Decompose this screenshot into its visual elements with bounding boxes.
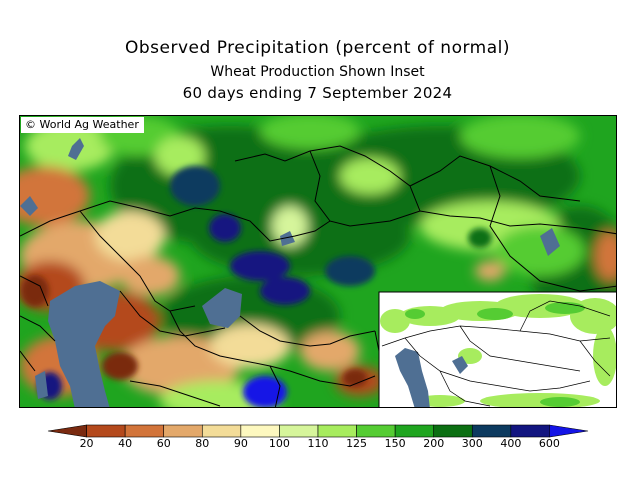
legend-bin: [510, 424, 550, 438]
legend-label: 80: [195, 437, 210, 450]
color-legend: [47, 424, 589, 438]
legend-bin: [201, 424, 242, 438]
legend-label: 125: [346, 437, 368, 450]
legend-bin: [471, 424, 512, 438]
credit-label: © World Ag Weather: [21, 117, 144, 133]
legend-bin: [317, 424, 357, 438]
legend-label: 90: [233, 437, 248, 450]
legend-bin: [433, 424, 473, 438]
map-title: Observed Precipitation (percent of norma…: [125, 38, 510, 58]
lake-north: [68, 138, 84, 160]
caspian-sea: [48, 281, 120, 407]
legend-bin: [47, 424, 87, 438]
water-bodies: [20, 138, 560, 407]
aral-sea: [202, 288, 242, 328]
lake-east: [540, 228, 560, 256]
legend-bin: [163, 424, 203, 438]
legend-label: 300: [461, 437, 483, 450]
legend-label: 150: [384, 437, 406, 450]
legend-bin: [240, 424, 280, 438]
country-borders: [20, 145, 616, 407]
inset-caspian-sea: [395, 348, 430, 407]
legend-bin: [86, 424, 126, 438]
legend-bin: [124, 424, 165, 438]
wet-anomaly-cores: [21, 166, 492, 407]
lake-west: [20, 196, 38, 216]
legend-bin: [394, 424, 435, 438]
lake-mid: [280, 231, 295, 246]
legend-label: 40: [118, 437, 133, 450]
lake-sw: [35, 371, 48, 399]
wheat-production-inset: [378, 291, 616, 407]
legend-label: 100: [268, 437, 290, 450]
map-subtitle: Wheat Production Shown Inset: [210, 64, 425, 80]
map-canvas: [20, 116, 616, 407]
inset-borders: [381, 300, 611, 407]
precipitation-map: © World Ag Weather: [19, 115, 617, 408]
legend-label: 60: [156, 437, 171, 450]
legend-label: 400: [500, 437, 522, 450]
legend-bin: [279, 424, 319, 438]
legend-label: 20: [79, 437, 94, 450]
inset-aral-sea: [452, 356, 468, 374]
map-period: 60 days ending 7 September 2024: [182, 84, 453, 102]
legend-label: 600: [538, 437, 560, 450]
legend-bin: [356, 424, 396, 438]
legend-bin: [549, 424, 589, 438]
legend-bins: [47, 424, 589, 438]
legend-label: 200: [423, 437, 445, 450]
legend-label: 110: [307, 437, 329, 450]
